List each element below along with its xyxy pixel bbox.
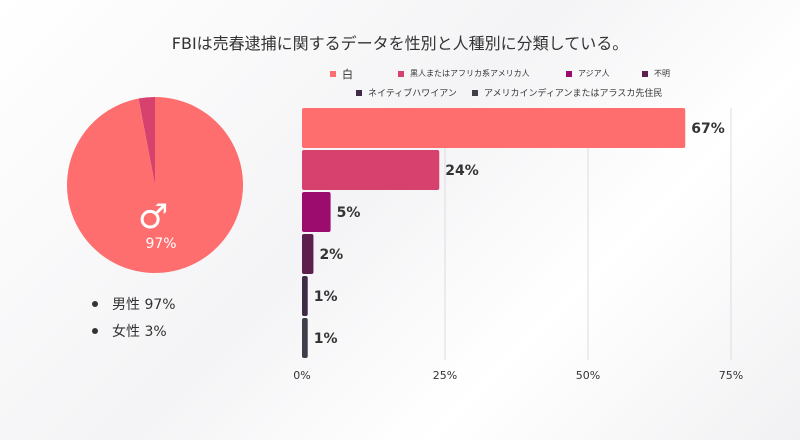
gender-legend-label: 男性 97% (112, 296, 176, 313)
pie-slice (138, 97, 155, 185)
legend-label: 白 (342, 68, 353, 81)
legend-item: ネイティブハワイアン (356, 86, 457, 99)
legend-item: 不明 (642, 68, 670, 79)
x-tick-label: 75% (719, 369, 743, 382)
legend-item: アジア人 (566, 68, 610, 79)
bar (302, 150, 440, 190)
bar-value-label: 5% (337, 205, 361, 221)
legend-label: アジア人 (578, 69, 610, 78)
bar (302, 234, 314, 274)
legend-label: 黒人またはアフリカ系アメリカ人 (410, 69, 530, 78)
bullet-icon (92, 327, 98, 334)
legend-swatch (642, 70, 648, 77)
pie-center-label: 97% (145, 236, 177, 252)
pie-slice (67, 97, 243, 273)
legend-swatch (356, 89, 362, 96)
bar (302, 108, 686, 148)
legend-swatch (566, 70, 572, 77)
gender-legend: 男性 97% 女性 3% (92, 290, 176, 344)
legend-label: アメリカインディアンまたはアラスカ先住民 (484, 89, 663, 99)
x-tick-label: 50% (576, 369, 600, 382)
bar-legend: 白 黒人またはアフリカ系アメリカ人 アジア人 不明ネイティブハワイアン アメリカインディ… (330, 66, 750, 102)
legend-swatch (472, 89, 478, 96)
legend-swatch (330, 71, 336, 77)
bar-value-label: 1% (314, 331, 338, 347)
male-symbol-icon: ♂ (138, 197, 169, 237)
chart-title: FBIは売春逮捕に関するデータを性別と人種別に分類している。 (171, 34, 629, 53)
legend-item: 白 (330, 66, 353, 82)
legend-label: ネイティブハワイアン (368, 89, 457, 99)
gender-legend-label: 女性 3% (112, 323, 167, 340)
bar (302, 276, 308, 316)
bar-value-label: 2% (319, 247, 343, 263)
gender-legend-item-male: 男性 97% (92, 290, 176, 317)
bullet-icon (92, 300, 98, 307)
bar-value-label: 1% (314, 289, 338, 305)
bar-value-label: 24% (445, 163, 479, 179)
legend-item: 黒人またはアフリカ系アメリカ人 (398, 68, 530, 79)
legend-item: アメリカインディアンまたはアラスカ先住民 (472, 86, 662, 99)
bar-value-label: 67% (691, 121, 725, 137)
x-tick-label: 25% (433, 369, 457, 382)
x-tick-label: 0% (293, 369, 310, 382)
gender-legend-item-female: 女性 3% (92, 317, 176, 344)
bar (302, 192, 331, 232)
legend-label: 不明 (654, 69, 670, 78)
gender-pie-chart: ♂ 97% (66, 96, 244, 274)
legend-swatch (398, 70, 404, 77)
bar (302, 318, 308, 358)
